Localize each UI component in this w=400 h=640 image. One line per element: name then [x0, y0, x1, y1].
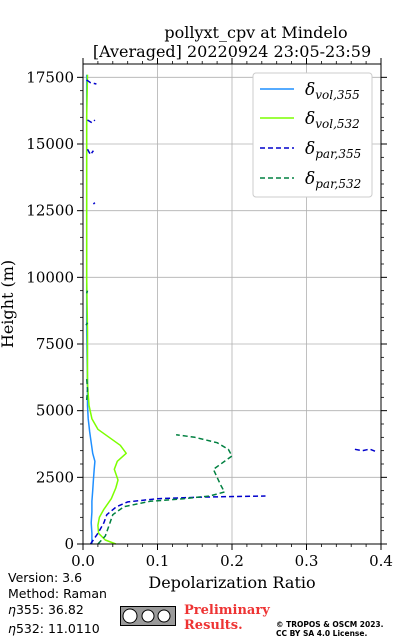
x-tick-label: 0.4: [369, 552, 393, 570]
copyright-text: © TROPOS & OSCM 2023.: [276, 620, 384, 629]
version-text: Version: 3.6: [8, 570, 83, 585]
series-line-par355: [354, 448, 376, 452]
y-tick-label: 7500: [36, 335, 74, 353]
method-text: Method: Raman: [8, 586, 107, 601]
series-line-par532: [85, 378, 89, 401]
chart-subtitle: [Averaged] 20220924 23:05-23:59: [93, 42, 371, 61]
results-text: Results.: [184, 618, 243, 633]
legend-box: [252, 72, 373, 198]
x-tick-label: 0.1: [146, 552, 170, 570]
y-tick-label: 12500: [26, 202, 74, 220]
chart-title: pollyxt_cpv at Mindelo: [164, 23, 347, 42]
eta532-text: η532: 11.0110: [8, 621, 100, 636]
eta355-text: η355: 36.82: [8, 602, 84, 617]
legend-label-vol355: δvol,355: [305, 80, 360, 102]
axis-ticks: 0.0 0.1 0.2 0.3 0.4 0 2500 5000 7500 10000 12500 15…: [26, 58, 393, 570]
data-series: [85, 74, 376, 545]
y-tick-label: 2500: [36, 468, 74, 486]
series-line-par532: [85, 322, 89, 326]
x-tick-label: 0.0: [71, 552, 95, 570]
y-tick-label: 0: [64, 535, 74, 553]
x-tick-label: 0.3: [295, 552, 319, 570]
series-line-vol532: [85, 74, 127, 545]
y-tick-label: 10000: [26, 268, 74, 286]
x-tick-label: 0.2: [220, 552, 244, 570]
legend-label-par355: δpar,355: [305, 139, 361, 161]
y-tick-label: 17500: [26, 68, 74, 86]
series-line-par532: [85, 290, 89, 294]
legend: δvol,355 δvol,532 δpar,355 δpar,532: [252, 72, 373, 198]
y-axis-label: Height (m): [0, 260, 17, 348]
series-line-par355: [92, 202, 96, 205]
series-line-par355: [86, 148, 95, 156]
eta355-value: 355: 36.82: [15, 602, 84, 617]
cc-license-badge-icon: [120, 606, 176, 626]
series-line-par355: [89, 495, 266, 545]
y-tick-label: 15000: [26, 135, 74, 153]
series-line-par355: [87, 119, 96, 124]
legend-label-vol532: δvol,532: [305, 109, 360, 131]
x-axis-label: Depolarization Ratio: [148, 573, 315, 592]
series-line-par355: [86, 79, 97, 85]
y-tick-label: 5000: [36, 402, 74, 420]
preliminary-text: Preliminary: [184, 603, 270, 618]
license-text: CC BY SA 4.0 License.: [276, 629, 368, 638]
legend-label-par532: δpar,532: [305, 169, 361, 191]
series-line-par532: [97, 433, 233, 545]
eta532-value: 532: 11.0110: [15, 621, 100, 636]
